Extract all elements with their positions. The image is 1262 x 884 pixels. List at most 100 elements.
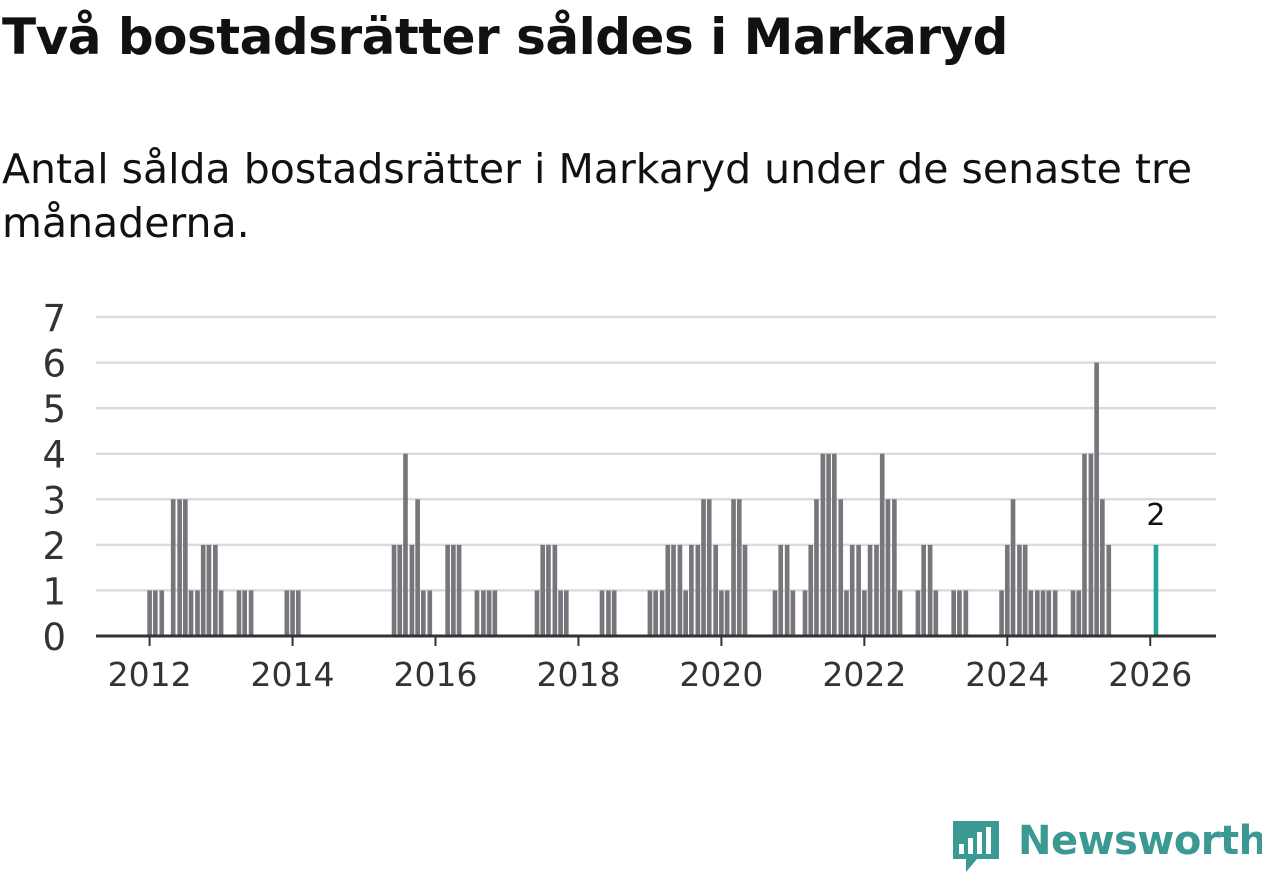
bar [790, 590, 796, 636]
bar [719, 590, 724, 636]
bar [206, 544, 212, 636]
bar [552, 544, 558, 636]
bar [897, 590, 903, 636]
bar [218, 590, 224, 636]
bar [724, 590, 730, 636]
bar [862, 590, 867, 636]
bar [665, 544, 671, 636]
page-title: Två bostadsrätter såldes i Markaryd [2, 8, 1008, 66]
bar [599, 590, 605, 636]
bar [195, 590, 200, 636]
bar [731, 499, 736, 636]
y-tick-label: 4 [42, 434, 66, 477]
bar [1034, 590, 1040, 636]
bar [248, 590, 254, 636]
x-tick-label: 2026 [1108, 655, 1192, 694]
bar [147, 590, 152, 636]
bar [1028, 590, 1034, 636]
bar [802, 590, 808, 636]
y-tick-label: 1 [42, 570, 66, 613]
x-tick-label: 2014 [251, 655, 335, 694]
bar [295, 590, 301, 636]
bar [481, 590, 486, 636]
bar [856, 544, 861, 636]
bar [921, 544, 926, 636]
bar [778, 544, 784, 636]
bar [1022, 544, 1028, 636]
x-tick-label: 2016 [394, 655, 478, 694]
bar [963, 590, 969, 636]
y-tick-label: 5 [42, 388, 66, 431]
bar [742, 544, 748, 636]
bar [1004, 544, 1010, 636]
bar [546, 544, 551, 636]
bar [1046, 590, 1052, 636]
bar [606, 590, 611, 636]
x-tick-label: 2020 [679, 655, 763, 694]
bar [290, 590, 295, 636]
gridlines [96, 315, 1216, 592]
x-tick-label: 2024 [965, 655, 1049, 694]
bar [188, 590, 194, 636]
bar [421, 590, 426, 636]
bars [147, 362, 1112, 636]
bar [563, 590, 569, 636]
x-tick-label: 2012 [108, 655, 192, 694]
bar [713, 544, 719, 636]
bar [879, 453, 885, 636]
bar [409, 544, 415, 636]
bar [736, 499, 742, 636]
bar [647, 590, 653, 636]
bar [999, 590, 1004, 636]
x-tick-label: 2018 [536, 655, 620, 694]
bar [677, 544, 683, 636]
bar [558, 590, 563, 636]
bar [706, 499, 712, 636]
bar [683, 590, 688, 636]
y-tick-label: 0 [42, 616, 66, 659]
bar-chart-speech-bubble-icon [953, 821, 999, 872]
bar [456, 544, 462, 636]
bar [486, 590, 492, 636]
bar [534, 590, 540, 636]
highlighted-bar-group: 2 [1146, 498, 1166, 636]
bar [808, 544, 814, 636]
bar [1040, 590, 1046, 636]
y-tick-label: 3 [42, 479, 66, 522]
bar [844, 590, 849, 636]
bar [772, 590, 778, 636]
brand-name: Newsworthy [1018, 818, 1262, 864]
bar [1100, 499, 1105, 636]
bar [540, 544, 546, 636]
bar [849, 544, 855, 636]
bar [236, 590, 242, 636]
bar [820, 453, 826, 636]
bar [915, 590, 921, 636]
bar [1052, 590, 1058, 636]
bar [671, 544, 676, 636]
bar [814, 499, 819, 636]
bar [933, 590, 939, 636]
bar [874, 544, 879, 636]
bar [403, 453, 408, 636]
bar [867, 544, 873, 636]
bar [284, 590, 290, 636]
chart-subtitle: Antal sålda bostadsrätter i Markaryd und… [2, 145, 1193, 247]
highlighted-bar [1153, 544, 1159, 636]
bar [957, 590, 962, 636]
bar [892, 499, 897, 636]
bar [885, 499, 891, 636]
bar [242, 590, 247, 636]
x-tick-label: 2022 [822, 655, 906, 694]
bar [695, 544, 701, 636]
bar [1094, 362, 1099, 636]
bar [1017, 544, 1022, 636]
bar [183, 499, 188, 636]
bar [415, 499, 420, 636]
x-axis: 2012 2014 2016 2018 2020 2022 2024 2026 [108, 636, 1192, 694]
bar [1010, 499, 1016, 636]
bar [159, 590, 165, 636]
bar [397, 544, 403, 636]
bar [826, 453, 831, 636]
bar [451, 544, 456, 636]
